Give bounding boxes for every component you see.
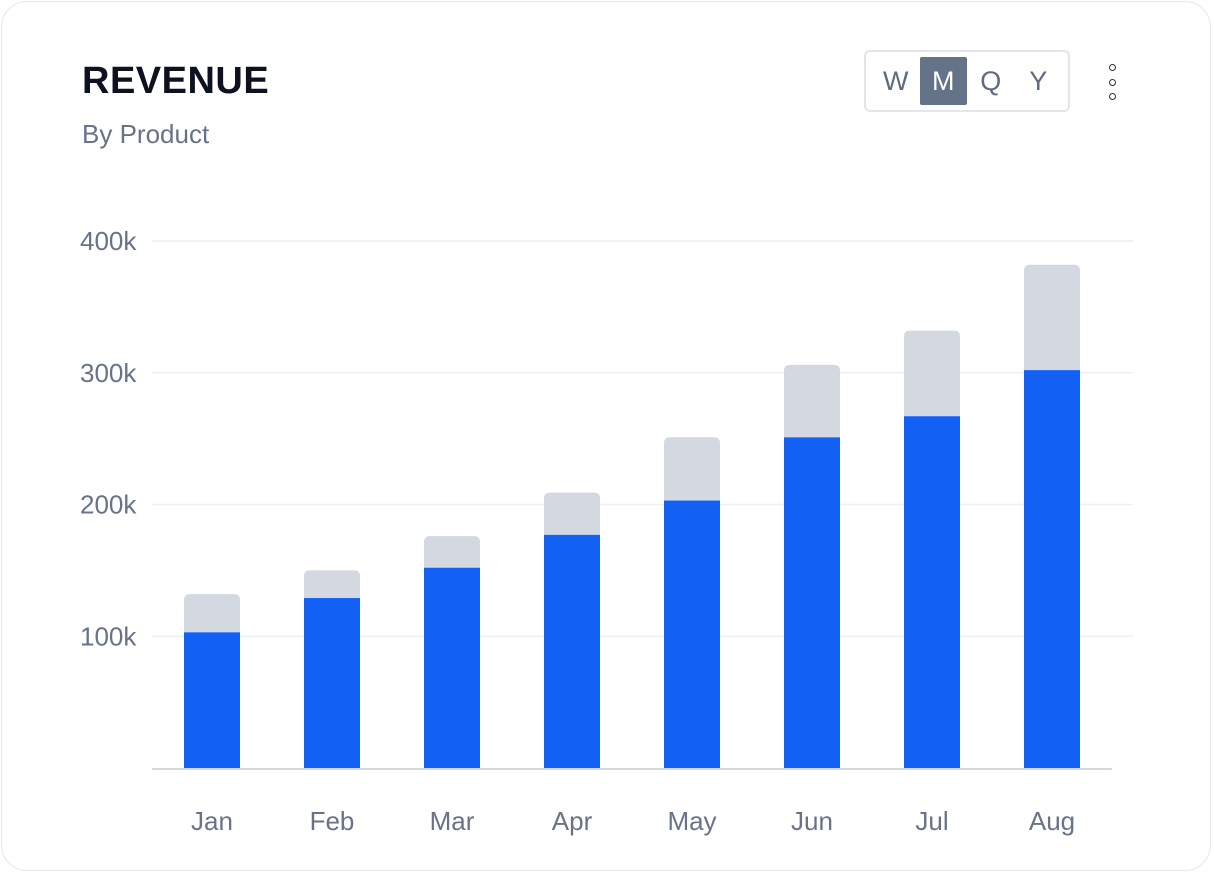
bar-primary-may	[664, 500, 720, 768]
bar-primary-aug	[1024, 370, 1080, 768]
period-toggle: W M Q Y	[864, 50, 1070, 112]
bar-secondary-aug	[1024, 264, 1080, 371]
chart-subtitle: By Product	[82, 119, 210, 149]
x-tick-label: Jul	[915, 806, 948, 836]
y-tick-label: 100k	[80, 621, 137, 651]
bar-secondary-apr	[544, 492, 600, 535]
bar-secondary-jan	[184, 594, 240, 633]
bar-primary-feb	[304, 598, 360, 768]
bar-secondary-feb	[304, 570, 360, 599]
period-year-button[interactable]: Y	[1029, 65, 1048, 96]
kebab-dot	[1108, 78, 1116, 86]
x-tick-label: Aug	[1029, 806, 1075, 836]
x-tick-label: Jun	[791, 806, 833, 836]
bar-secondary-jul	[904, 330, 960, 417]
y-tick-label: 300k	[80, 358, 137, 388]
bar-primary-jan	[184, 632, 240, 768]
bar-secondary-jun	[784, 364, 840, 438]
x-tick-label: Apr	[552, 806, 593, 836]
chart-title: REVENUE	[82, 60, 270, 102]
bar-primary-mar	[424, 567, 480, 768]
kebab-dot	[1108, 64, 1116, 71]
x-tick-label: Feb	[310, 806, 355, 836]
bar-secondary-mar	[424, 536, 480, 568]
kebab-dot	[1108, 93, 1116, 100]
y-tick-label: 400k	[80, 226, 137, 256]
period-quarter-button[interactable]: Q	[980, 65, 1002, 96]
period-month-button[interactable]: M	[920, 57, 967, 105]
kebab-menu-icon[interactable]	[1098, 60, 1126, 104]
period-week-button[interactable]: W	[883, 65, 909, 96]
x-tick-label: May	[667, 806, 716, 836]
x-tick-label: Mar	[430, 806, 475, 836]
y-tick-label: 200k	[80, 490, 137, 520]
bar-primary-apr	[544, 534, 600, 768]
bar-primary-jul	[904, 416, 960, 768]
bar-primary-jun	[784, 437, 840, 768]
bar-secondary-may	[664, 437, 720, 501]
x-tick-label: Jan	[191, 806, 233, 836]
